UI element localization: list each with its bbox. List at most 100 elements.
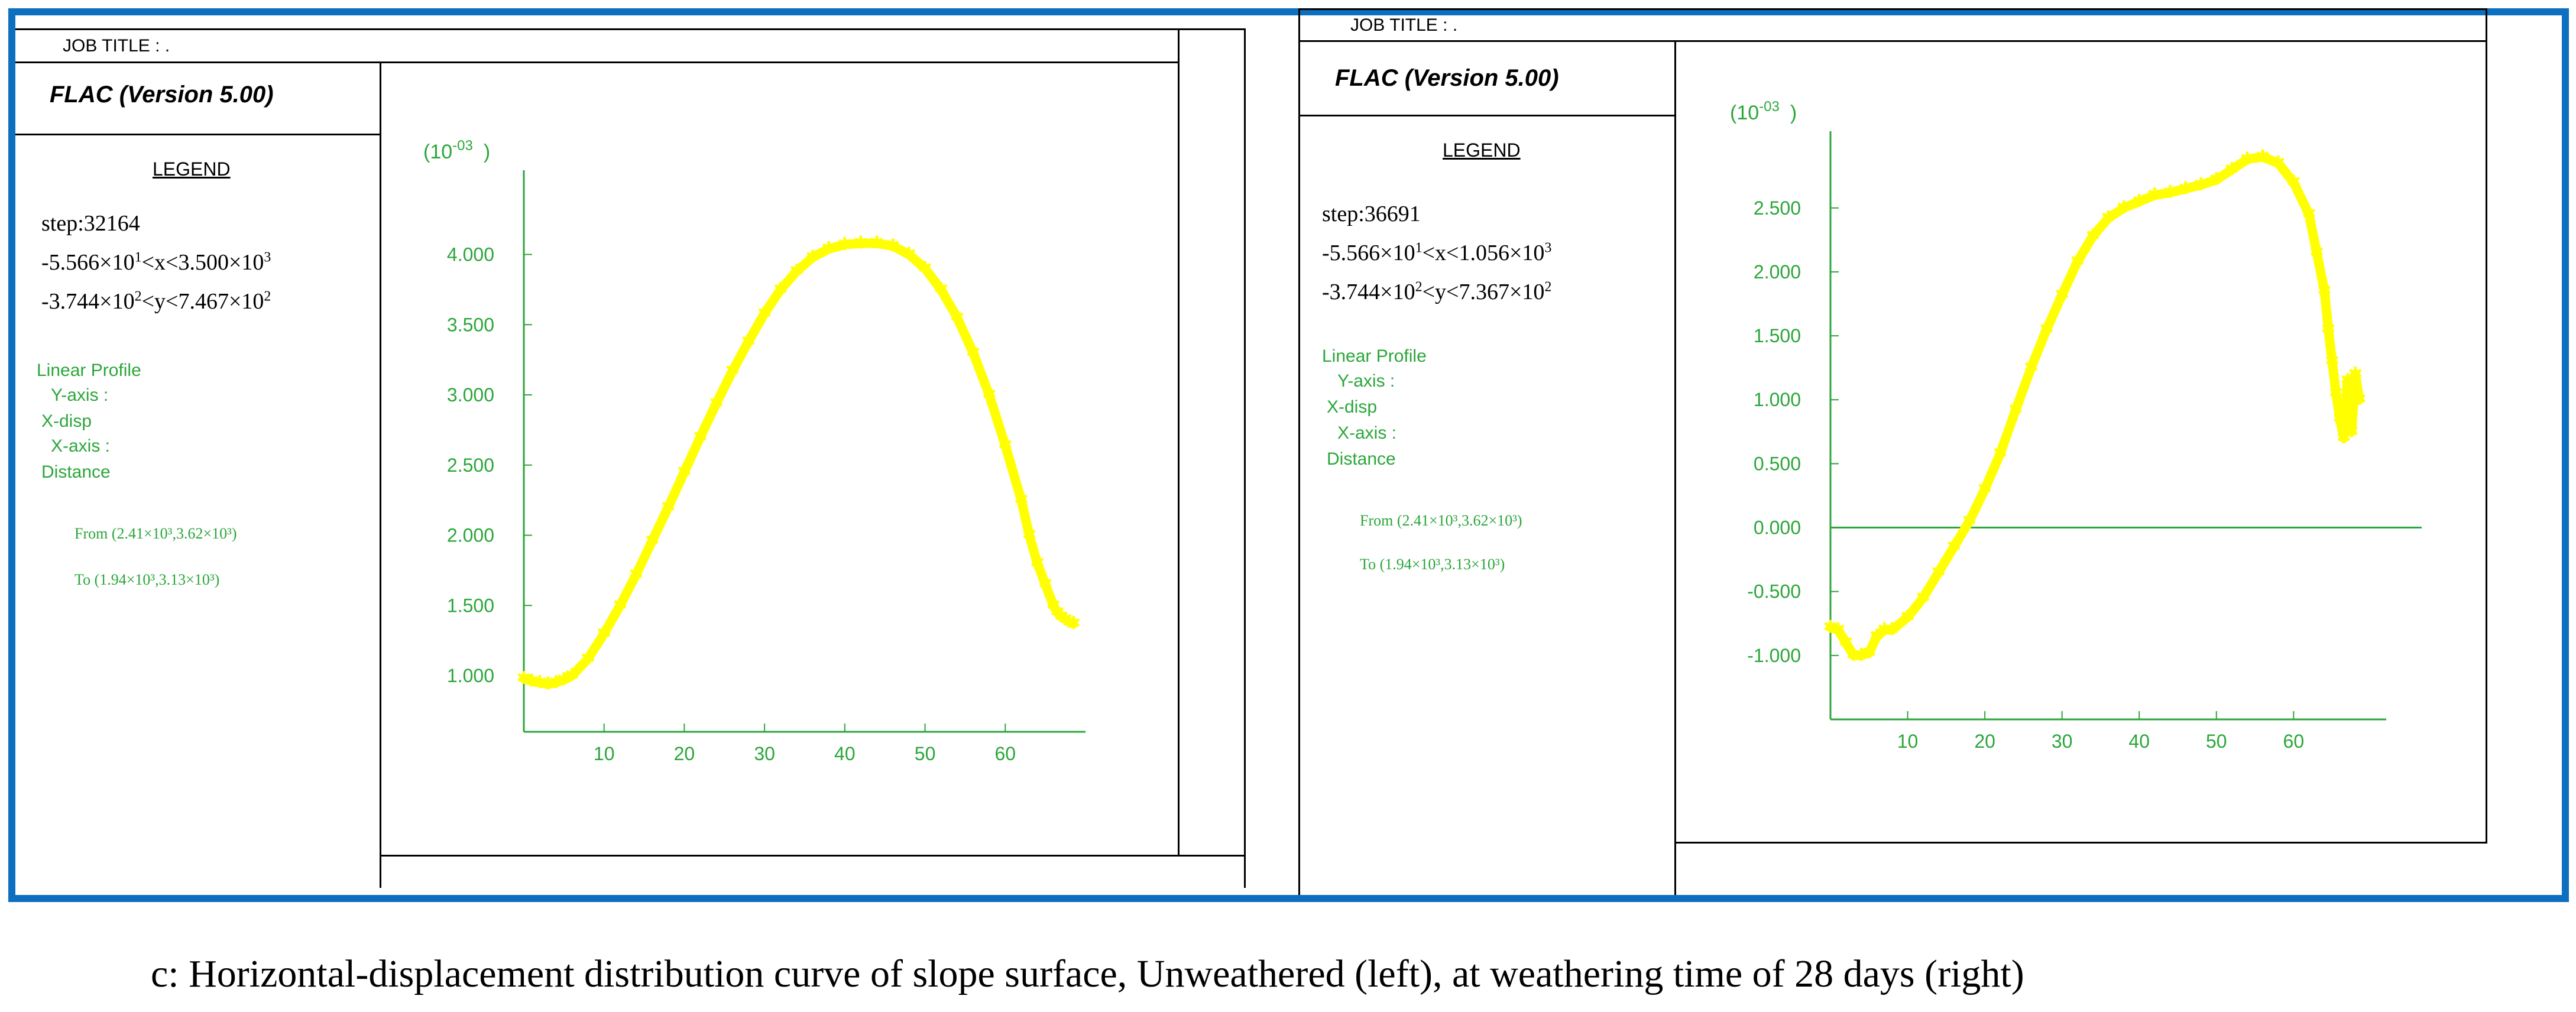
data-point: ✱ [1862, 643, 1877, 663]
data-point: ✱ [902, 245, 916, 264]
title-bar-top [1298, 8, 2487, 10]
title-bar-top [15, 28, 1245, 30]
data-point: ✱ [2256, 147, 2270, 166]
data-point: ✱ [2178, 179, 2193, 198]
x-tick-label: 10 [594, 743, 615, 764]
data-point: ✱ [2332, 409, 2347, 429]
data-point: ✱ [1946, 537, 1961, 556]
data-point: ✱ [805, 247, 820, 267]
data-point: ✱ [516, 669, 531, 688]
y-axis-value: X-disp [1327, 397, 1378, 417]
data-point: ✱ [628, 565, 643, 584]
y-tick-label: 1.000 [1754, 389, 1801, 410]
flac-box-bottom [15, 134, 381, 135]
legend-divider [1674, 40, 1676, 895]
x-axis-label: X-axis : [1337, 423, 1397, 443]
data-point: ✱ [853, 233, 868, 253]
x-range: -5.566×101<x<1.056×103 [1322, 240, 1552, 265]
data-point: ✱ [1830, 620, 1845, 640]
x-tick-label: 50 [915, 743, 936, 764]
data-point: ✱ [1058, 609, 1073, 629]
figure-caption: c: Horizontal-displacement distribution … [151, 952, 2024, 995]
profile-to: To (1.94×10³,3.13×10³) [1360, 556, 1505, 573]
data-point: ✱ [918, 258, 932, 278]
data-point: ✱ [645, 531, 660, 550]
data-point: ✱ [2329, 383, 2344, 403]
profile-to: To (1.94×10³,3.13×10³) [74, 571, 220, 588]
x-axis-label: X-axis : [51, 436, 111, 456]
data-point: ✱ [2317, 281, 2332, 300]
data-point: ✱ [965, 343, 980, 362]
y-tick-label: 1.000 [447, 665, 494, 686]
data-point: ✱ [2193, 175, 2208, 194]
panel-left-border [1298, 8, 1300, 895]
plot-box-bottom [1674, 842, 2487, 844]
data-point: ✱ [1978, 479, 1992, 499]
x-tick-label: 40 [834, 743, 856, 764]
panel-unweathered: JOB TITLE : . FLAC (Version 5.00) LEGEND… [15, 15, 1246, 888]
x-axis-value: Distance [41, 462, 111, 482]
data-point: ✱ [556, 670, 571, 689]
data-point: ✱ [693, 427, 708, 446]
x-axis-value: Distance [1327, 449, 1396, 469]
x-tick-label: 60 [994, 743, 1016, 764]
y-range: -3.744×102<y<7.367×102 [1322, 279, 1552, 304]
data-point: ✱ [934, 280, 948, 299]
job-title: JOB TITLE : . [63, 36, 170, 56]
y-tick-label: 3.000 [447, 384, 494, 406]
data-point: ✱ [2055, 285, 2069, 304]
data-point: ✱ [789, 261, 804, 281]
y-tick-label: -1.000 [1747, 645, 1801, 666]
profile-from: From (2.41×10³,3.62×10³) [74, 525, 237, 542]
data-point: ✱ [1839, 632, 1854, 652]
data-point: ✱ [821, 239, 836, 258]
data-point: ✱ [982, 385, 997, 404]
data-point: ✱ [2321, 319, 2336, 339]
data-point: ✱ [2344, 421, 2359, 441]
plot-box-bottom [380, 855, 1245, 857]
data-point: ✱ [1050, 602, 1065, 622]
software-name: FLAC (Version 5.00) [1335, 65, 1559, 91]
title-bar-right [2486, 8, 2487, 843]
data-point: ✱ [2008, 400, 2023, 420]
x-range: -5.566×101<x<3.500×103 [41, 249, 271, 275]
data-point: ✱ [2147, 185, 2162, 205]
data-point: ✱ [2085, 226, 2100, 245]
data-point: ✱ [950, 307, 964, 327]
data-point: ✱ [2101, 208, 2115, 228]
data-point: ✱ [886, 236, 900, 255]
data-point: ✱ [1993, 443, 2008, 463]
y-tick-label: 2.000 [447, 525, 494, 546]
data-point: ✱ [2271, 153, 2286, 173]
data-point: ✱ [1062, 612, 1077, 632]
y-tick-label: 4.000 [447, 244, 494, 265]
data-point: ✱ [709, 393, 724, 413]
data-point: ✱ [1066, 614, 1081, 633]
legend-heading: LEGEND [153, 158, 231, 180]
data-point: ✱ [2163, 183, 2178, 202]
data-point: ✱ [613, 595, 627, 615]
data-point: ✱ [757, 303, 772, 323]
panel-right-border [1244, 28, 1246, 888]
data-point: ✱ [2117, 198, 2131, 218]
data-point: ✱ [581, 649, 595, 669]
data-point: ✱ [725, 361, 740, 381]
data-point: ✱ [2024, 358, 2039, 377]
x-tick-label: 40 [2128, 731, 2150, 752]
y-tick-label: 2.000 [1754, 261, 1801, 283]
data-point: ✱ [741, 332, 756, 351]
data-point: ✱ [2302, 205, 2316, 224]
software-name: FLAC (Version 5.00) [50, 82, 274, 108]
chart-unweathered: (10-03) 10 20 30 40 50 60 1.000 1.500 2.000 2.500 3… [423, 138, 1086, 764]
data-point: ✱ [1962, 511, 1976, 531]
data-point: ✱ [1823, 617, 1838, 637]
step-label: step:32164 [41, 211, 140, 236]
data-point: ✱ [1846, 646, 1861, 665]
y-tick-label: 2.500 [1754, 197, 1801, 219]
y-axis-value: X-disp [41, 411, 92, 431]
data-point: ✱ [540, 674, 555, 693]
figure-frame [8, 8, 2569, 902]
data-point: ✱ [870, 233, 884, 253]
data-point: ✱ [1038, 575, 1053, 594]
y-tick-label: 0.500 [1754, 453, 1801, 474]
